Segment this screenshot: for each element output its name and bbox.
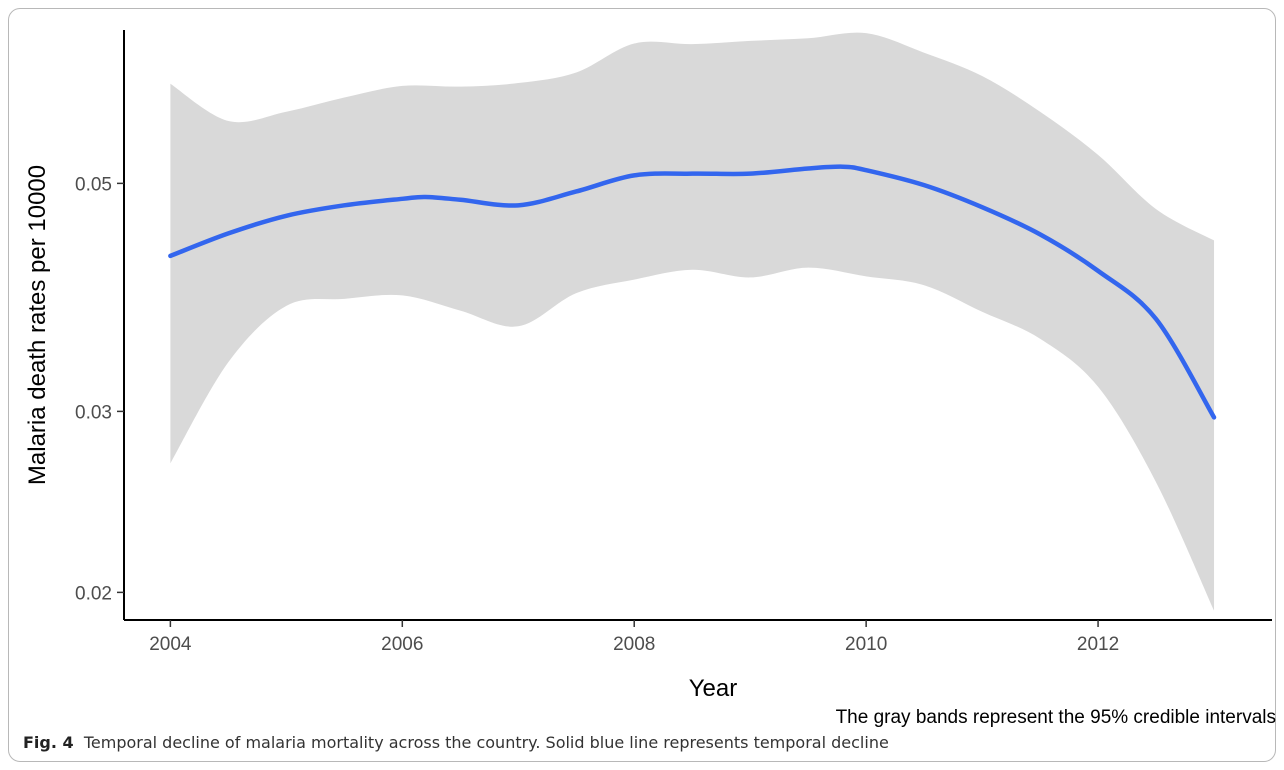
figure-label: Fig. 4 xyxy=(23,733,74,752)
y-tick-label: 0.05 xyxy=(75,174,112,195)
x-tick-label: 2004 xyxy=(149,634,192,655)
credible-interval-band xyxy=(170,32,1215,611)
band-note: The gray bands represent the 95% credibl… xyxy=(836,707,1276,728)
x-tick-label: 2012 xyxy=(1077,634,1119,655)
y-tick-label: 0.02 xyxy=(75,583,112,604)
y-tick-label: 0.03 xyxy=(75,402,112,423)
figure-caption-text: Temporal decline of malaria mortality ac… xyxy=(83,733,889,752)
trend-line xyxy=(168,164,1217,420)
y-axis-title: Malaria death rates per 10000 xyxy=(24,165,51,485)
x-axis-title: Year xyxy=(689,675,738,702)
x-tick-label: 2010 xyxy=(845,634,887,655)
figure-caption: Fig. 4 Temporal decline of malaria morta… xyxy=(23,733,889,752)
x-tick-label: 2008 xyxy=(613,634,655,655)
x-tick-label: 2006 xyxy=(381,634,423,655)
y-ticks: 0.02 0.03 0.05 xyxy=(75,174,124,604)
confidence-band-layer xyxy=(170,32,1215,611)
x-ticks: 2004 2006 2008 2010 2012 xyxy=(149,620,1119,655)
trend-line-layer xyxy=(168,164,1217,420)
